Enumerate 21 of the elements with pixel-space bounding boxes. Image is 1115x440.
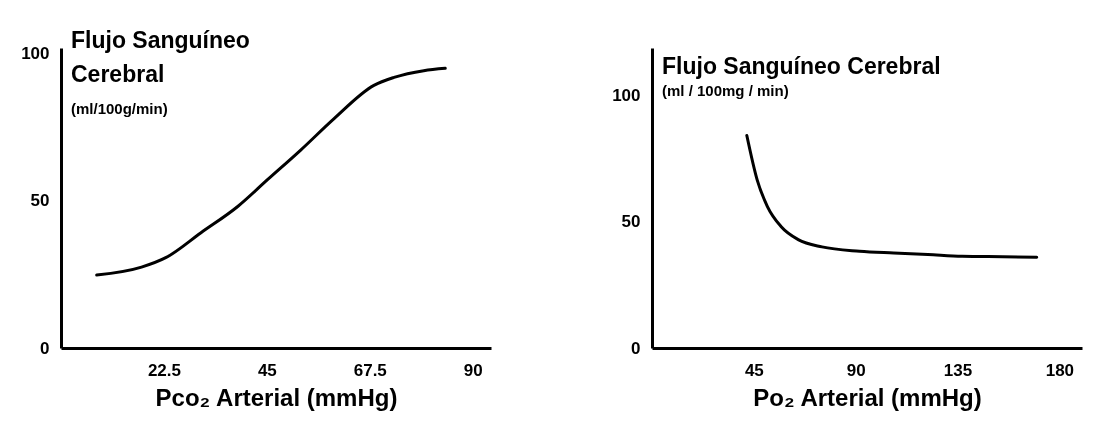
x-tick-label: 45	[257, 360, 277, 380]
x-axis-title: Pco₂ Arterial (mmHg)	[155, 383, 398, 411]
y-tick-label: 0	[40, 338, 50, 358]
y-tick-label: 50	[621, 212, 641, 232]
text: (ml / 100mg / min)	[662, 82, 789, 99]
x-tick-label: 90	[463, 360, 483, 380]
x-tick-label: 135	[943, 360, 973, 380]
y-tick-label: 100	[21, 44, 50, 64]
text: (ml/100g/min)	[71, 100, 168, 117]
line-series	[745, 133, 1039, 259]
x-axis-title: Po₂ Arterial (mmHg)	[753, 383, 982, 411]
x-tick-label: 45	[744, 360, 764, 380]
y-tick-label: 50	[30, 191, 50, 211]
x-tick-label: 22.5	[147, 360, 181, 380]
x-tick-label: 90	[846, 360, 866, 380]
y-tick-label: 0	[631, 338, 641, 358]
chart-title: Flujo Sanguíneo Cerebral	[662, 53, 941, 79]
x-tick-label: 180	[1045, 360, 1075, 380]
y-tick-label: 100	[612, 86, 641, 106]
x-tick-label: 67.5	[353, 360, 387, 380]
chart-title: Flujo Sanguíneo Cerebral	[71, 27, 250, 87]
